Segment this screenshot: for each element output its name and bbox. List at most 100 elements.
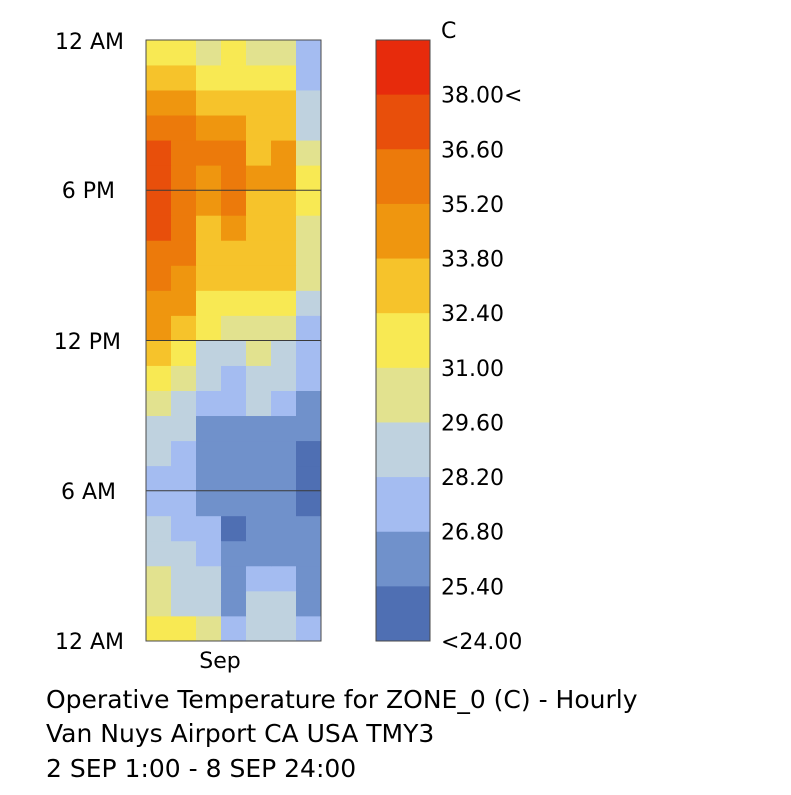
y-tick-label-6am: 6 AM <box>61 480 116 505</box>
heatmap-cell <box>271 315 297 341</box>
heatmap-cell <box>196 490 222 517</box>
heatmap-cell <box>271 615 297 642</box>
heatmap-cell <box>246 190 272 216</box>
heatmap-cell <box>146 40 172 66</box>
heatmap-cell <box>296 90 322 116</box>
chart-title-line-3: 2 SEP 1:00 - 8 SEP 24:00 <box>46 754 356 783</box>
heatmap-cell <box>296 315 322 341</box>
heatmap-cell <box>146 190 172 216</box>
heatmap-cell <box>221 90 247 116</box>
heatmap-cell <box>246 440 272 467</box>
heatmap-cell <box>296 115 322 141</box>
heatmap-cell <box>221 240 247 266</box>
heatmap-cell <box>271 90 297 116</box>
heatmap-cell <box>296 465 322 492</box>
heatmap-cell <box>171 140 197 166</box>
heatmap-cell <box>271 215 297 241</box>
heatmap-cell <box>246 540 272 567</box>
heatmap-cell <box>146 240 172 266</box>
legend-swatch <box>376 203 430 259</box>
heatmap-cell <box>146 65 172 91</box>
heatmap-cell <box>271 290 297 316</box>
heatmap-cell <box>196 515 222 542</box>
heatmap-cell <box>221 140 247 166</box>
legend-swatch <box>376 313 430 369</box>
heatmap-cell <box>296 165 322 191</box>
heatmap-cell <box>171 65 197 91</box>
heatmap-cell <box>196 140 222 166</box>
heatmap-cell <box>221 65 247 91</box>
heatmap-cell <box>171 615 197 642</box>
heatmap-cell <box>271 265 297 291</box>
heatmap-cell <box>171 540 197 567</box>
heatmap-cell <box>221 265 247 291</box>
heatmap-cell <box>296 390 322 417</box>
heatmap-cell <box>221 215 247 241</box>
heatmap-cell <box>196 165 222 191</box>
heatmap-cell <box>171 390 197 417</box>
heatmap-cell <box>246 215 272 241</box>
legend-tick-label: 31.00 <box>441 357 504 382</box>
heatmap-cell <box>171 165 197 191</box>
heatmap-cell <box>296 65 322 91</box>
heatmap-cell <box>271 440 297 467</box>
heatmap-cell <box>196 190 222 216</box>
heatmap-cell <box>196 290 222 316</box>
heatmap-cell <box>171 215 197 241</box>
heatmap-cell <box>246 315 272 341</box>
heatmap-cell <box>146 90 172 116</box>
legend-tick-label: 32.40 <box>441 302 504 327</box>
heatmap-cell <box>221 290 247 316</box>
heatmap-cell <box>271 465 297 492</box>
legend-swatch <box>376 149 430 205</box>
heatmap-cell <box>296 540 322 567</box>
heatmap-cell <box>296 615 322 642</box>
legend-frame <box>375 39 431 642</box>
heatmap-cell <box>196 390 222 417</box>
legend-swatch <box>376 422 430 478</box>
legend-tick-label: 33.80 <box>441 248 504 273</box>
heatmap-cell <box>146 165 172 191</box>
legend: 38.00< 36.60 35.20 33.80 32.40 31.00 29.60 28.2… <box>376 40 522 655</box>
heatmap-cell <box>271 115 297 141</box>
heatmap-cell <box>146 615 172 642</box>
heatmap-cell <box>171 240 197 266</box>
heatmap-cell <box>246 340 272 366</box>
heatmap-cell <box>196 465 222 492</box>
heatmap-cell <box>246 240 272 266</box>
heatmap-cell <box>271 340 297 366</box>
heatmap-cell <box>221 465 247 492</box>
heatmap-cell <box>171 190 197 216</box>
heatmap-cell <box>171 365 197 391</box>
heatmap-cell <box>221 590 247 617</box>
heatmap-cell <box>296 515 322 542</box>
heatmap-cell <box>146 290 172 316</box>
heatmap-cell <box>196 265 222 291</box>
heatmap-cell <box>296 440 322 467</box>
heatmap-cell <box>246 465 272 492</box>
heatmap-cell <box>221 315 247 341</box>
heatmap-cell <box>246 65 272 91</box>
heatmap-cell <box>146 265 172 291</box>
heatmap-cell <box>271 165 297 191</box>
heatmap-cell <box>196 590 222 617</box>
heatmap-cell <box>146 365 172 391</box>
heatmap-cell <box>196 565 222 592</box>
heatmap-cell <box>221 490 247 517</box>
heatmap-cell <box>146 590 172 617</box>
heatmap-cell <box>196 240 222 266</box>
heatmap-cell <box>246 90 272 116</box>
heatmap-cell <box>146 140 172 166</box>
legend-swatch <box>376 531 430 587</box>
heatmap-cell <box>221 340 247 366</box>
heatmap-cell <box>271 65 297 91</box>
heatmap-cell <box>246 290 272 316</box>
legend-swatch <box>376 94 430 150</box>
heatmap-cell <box>221 40 247 66</box>
heatmap-cell <box>271 40 297 66</box>
heatmap-cell <box>196 40 222 66</box>
heatmap-cell <box>296 490 322 517</box>
heatmap-cell <box>146 465 172 492</box>
heatmap-cells <box>146 40 322 642</box>
heatmap-cell <box>271 590 297 617</box>
